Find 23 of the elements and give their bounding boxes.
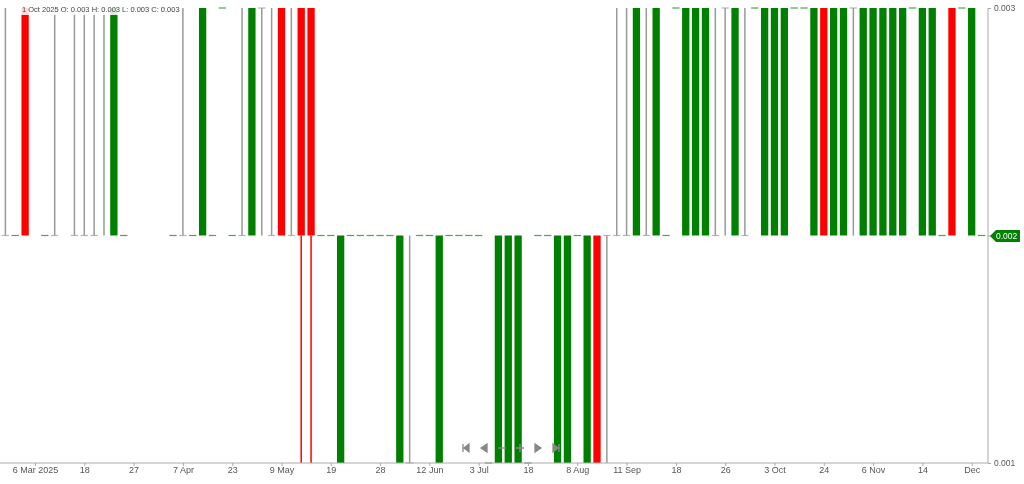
x-tick-label: 7 Apr: [172, 465, 194, 476]
x-tick-label: 18: [671, 465, 682, 476]
x-tick-label: 14: [917, 465, 928, 476]
x-tick-label: 11 Sep: [613, 465, 642, 476]
x-tick-label: 23: [227, 465, 238, 476]
x-tick-label: 19: [326, 465, 337, 476]
x-tick-label: 3 Jul: [469, 465, 489, 476]
x-tick-label: 3 Oct: [764, 465, 787, 476]
x-tick-label: 18: [523, 465, 534, 476]
y-tick-label: 0.003: [994, 3, 1016, 14]
x-tick-label: 24: [819, 465, 830, 476]
x-tick-label: Dec: [964, 465, 981, 476]
x-tick-label: 9 May: [269, 465, 295, 476]
x-tick-label: 12 Jun: [416, 465, 444, 476]
x-tick-label: 18: [79, 465, 90, 476]
x-tick-label: 8 Aug: [566, 465, 590, 476]
x-tick-label: 27: [129, 465, 140, 476]
y-tick-label: 0.001: [994, 458, 1016, 469]
x-tick-label: 26: [720, 465, 731, 476]
x-tick-label: 6 Nov: [861, 465, 886, 476]
y-tick-label: 0.002: [996, 230, 1018, 241]
x-tick-label: 28: [375, 465, 386, 476]
x-tick-label: 6 Mar 2025: [12, 465, 59, 476]
